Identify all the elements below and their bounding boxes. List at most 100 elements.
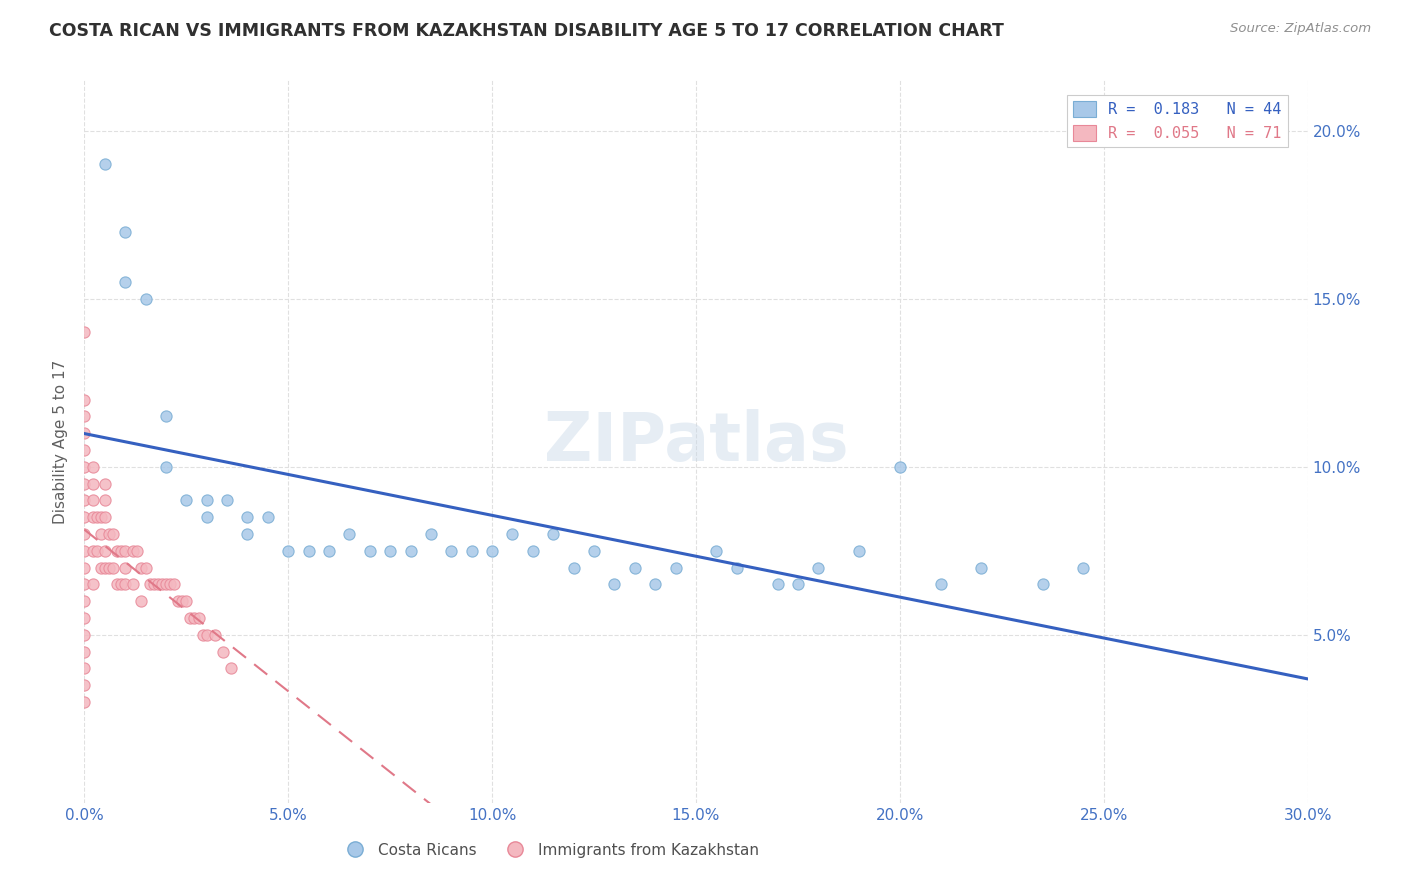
Immigrants from Kazakhstan [73, 459, 96, 474]
Immigrants from Kazakhstan [73, 661, 96, 675]
Immigrants from Kazakhstan [73, 577, 96, 591]
Costa Ricans [93, 157, 115, 171]
Immigrants from Kazakhstan [105, 543, 128, 558]
Costa Ricans [502, 527, 524, 541]
Immigrants from Kazakhstan [138, 577, 160, 591]
Costa Ricans [624, 560, 647, 574]
Costa Ricans [236, 527, 259, 541]
Costa Ricans [562, 560, 585, 574]
Costa Ricans [277, 543, 299, 558]
Costa Ricans [522, 543, 544, 558]
Text: ZIPatlas: ZIPatlas [544, 409, 848, 475]
Costa Ricans [257, 510, 280, 524]
Immigrants from Kazakhstan [114, 543, 136, 558]
Costa Ricans [706, 543, 728, 558]
Costa Ricans [114, 225, 136, 239]
Costa Ricans [155, 409, 177, 424]
Immigrants from Kazakhstan [82, 543, 104, 558]
Immigrants from Kazakhstan [73, 644, 96, 658]
Immigrants from Kazakhstan [93, 493, 115, 508]
Costa Ricans [543, 527, 565, 541]
Immigrants from Kazakhstan [73, 695, 96, 709]
Costa Ricans [644, 577, 666, 591]
Text: COSTA RICAN VS IMMIGRANTS FROM KAZAKHSTAN DISABILITY AGE 5 TO 17 CORRELATION CHA: COSTA RICAN VS IMMIGRANTS FROM KAZAKHSTA… [49, 22, 1004, 40]
Costa Ricans [339, 527, 361, 541]
Immigrants from Kazakhstan [97, 527, 120, 541]
Immigrants from Kazakhstan [179, 611, 201, 625]
Immigrants from Kazakhstan [73, 442, 96, 457]
Immigrants from Kazakhstan [86, 543, 108, 558]
Immigrants from Kazakhstan [73, 426, 96, 441]
Costa Ricans [889, 459, 911, 474]
Immigrants from Kazakhstan [204, 628, 226, 642]
Immigrants from Kazakhstan [73, 594, 96, 608]
Immigrants from Kazakhstan [174, 594, 197, 608]
Immigrants from Kazakhstan [90, 510, 112, 524]
Immigrants from Kazakhstan [172, 594, 194, 608]
Immigrants from Kazakhstan [219, 661, 242, 675]
Costa Ricans [298, 543, 321, 558]
Costa Ricans [725, 560, 748, 574]
Immigrants from Kazakhstan [127, 543, 149, 558]
Immigrants from Kazakhstan [82, 493, 104, 508]
Immigrants from Kazakhstan [73, 510, 96, 524]
Costa Ricans [399, 543, 422, 558]
Costa Ricans [766, 577, 789, 591]
Costa Ricans [603, 577, 626, 591]
Costa Ricans [1032, 577, 1054, 591]
Costa Ricans [195, 493, 218, 508]
Immigrants from Kazakhstan [114, 560, 136, 574]
Text: Source: ZipAtlas.com: Source: ZipAtlas.com [1230, 22, 1371, 36]
Immigrants from Kazakhstan [114, 577, 136, 591]
Immigrants from Kazakhstan [212, 644, 235, 658]
Y-axis label: Disability Age 5 to 17: Disability Age 5 to 17 [53, 359, 69, 524]
Legend: Costa Ricans, Immigrants from Kazakhstan: Costa Ricans, Immigrants from Kazakhstan [333, 837, 765, 863]
Costa Ricans [420, 527, 443, 541]
Costa Ricans [174, 493, 197, 508]
Immigrants from Kazakhstan [73, 392, 96, 407]
Immigrants from Kazakhstan [93, 510, 115, 524]
Immigrants from Kazakhstan [73, 493, 96, 508]
Immigrants from Kazakhstan [101, 527, 124, 541]
Immigrants from Kazakhstan [131, 594, 153, 608]
Immigrants from Kazakhstan [82, 459, 104, 474]
Immigrants from Kazakhstan [105, 577, 128, 591]
Costa Ricans [1073, 560, 1095, 574]
Immigrants from Kazakhstan [191, 628, 214, 642]
Costa Ricans [440, 543, 463, 558]
Costa Ricans [236, 510, 259, 524]
Immigrants from Kazakhstan [159, 577, 181, 591]
Immigrants from Kazakhstan [183, 611, 205, 625]
Immigrants from Kazakhstan [195, 628, 218, 642]
Immigrants from Kazakhstan [86, 510, 108, 524]
Immigrants from Kazakhstan [101, 560, 124, 574]
Immigrants from Kazakhstan [122, 577, 145, 591]
Immigrants from Kazakhstan [73, 409, 96, 424]
Costa Ricans [807, 560, 830, 574]
Costa Ricans [114, 275, 136, 289]
Immigrants from Kazakhstan [93, 543, 115, 558]
Immigrants from Kazakhstan [82, 577, 104, 591]
Costa Ricans [195, 510, 218, 524]
Immigrants from Kazakhstan [150, 577, 173, 591]
Immigrants from Kazakhstan [187, 611, 209, 625]
Costa Ricans [583, 543, 606, 558]
Immigrants from Kazakhstan [146, 577, 169, 591]
Immigrants from Kazakhstan [93, 476, 115, 491]
Immigrants from Kazakhstan [93, 560, 115, 574]
Costa Ricans [787, 577, 810, 591]
Costa Ricans [461, 543, 484, 558]
Costa Ricans [848, 543, 870, 558]
Costa Ricans [318, 543, 340, 558]
Costa Ricans [359, 543, 381, 558]
Immigrants from Kazakhstan [73, 611, 96, 625]
Immigrants from Kazakhstan [110, 543, 132, 558]
Immigrants from Kazakhstan [97, 560, 120, 574]
Immigrants from Kazakhstan [90, 560, 112, 574]
Immigrants from Kazakhstan [73, 678, 96, 692]
Costa Ricans [217, 493, 239, 508]
Costa Ricans [135, 292, 157, 306]
Costa Ricans [970, 560, 993, 574]
Immigrants from Kazakhstan [73, 543, 96, 558]
Immigrants from Kazakhstan [73, 560, 96, 574]
